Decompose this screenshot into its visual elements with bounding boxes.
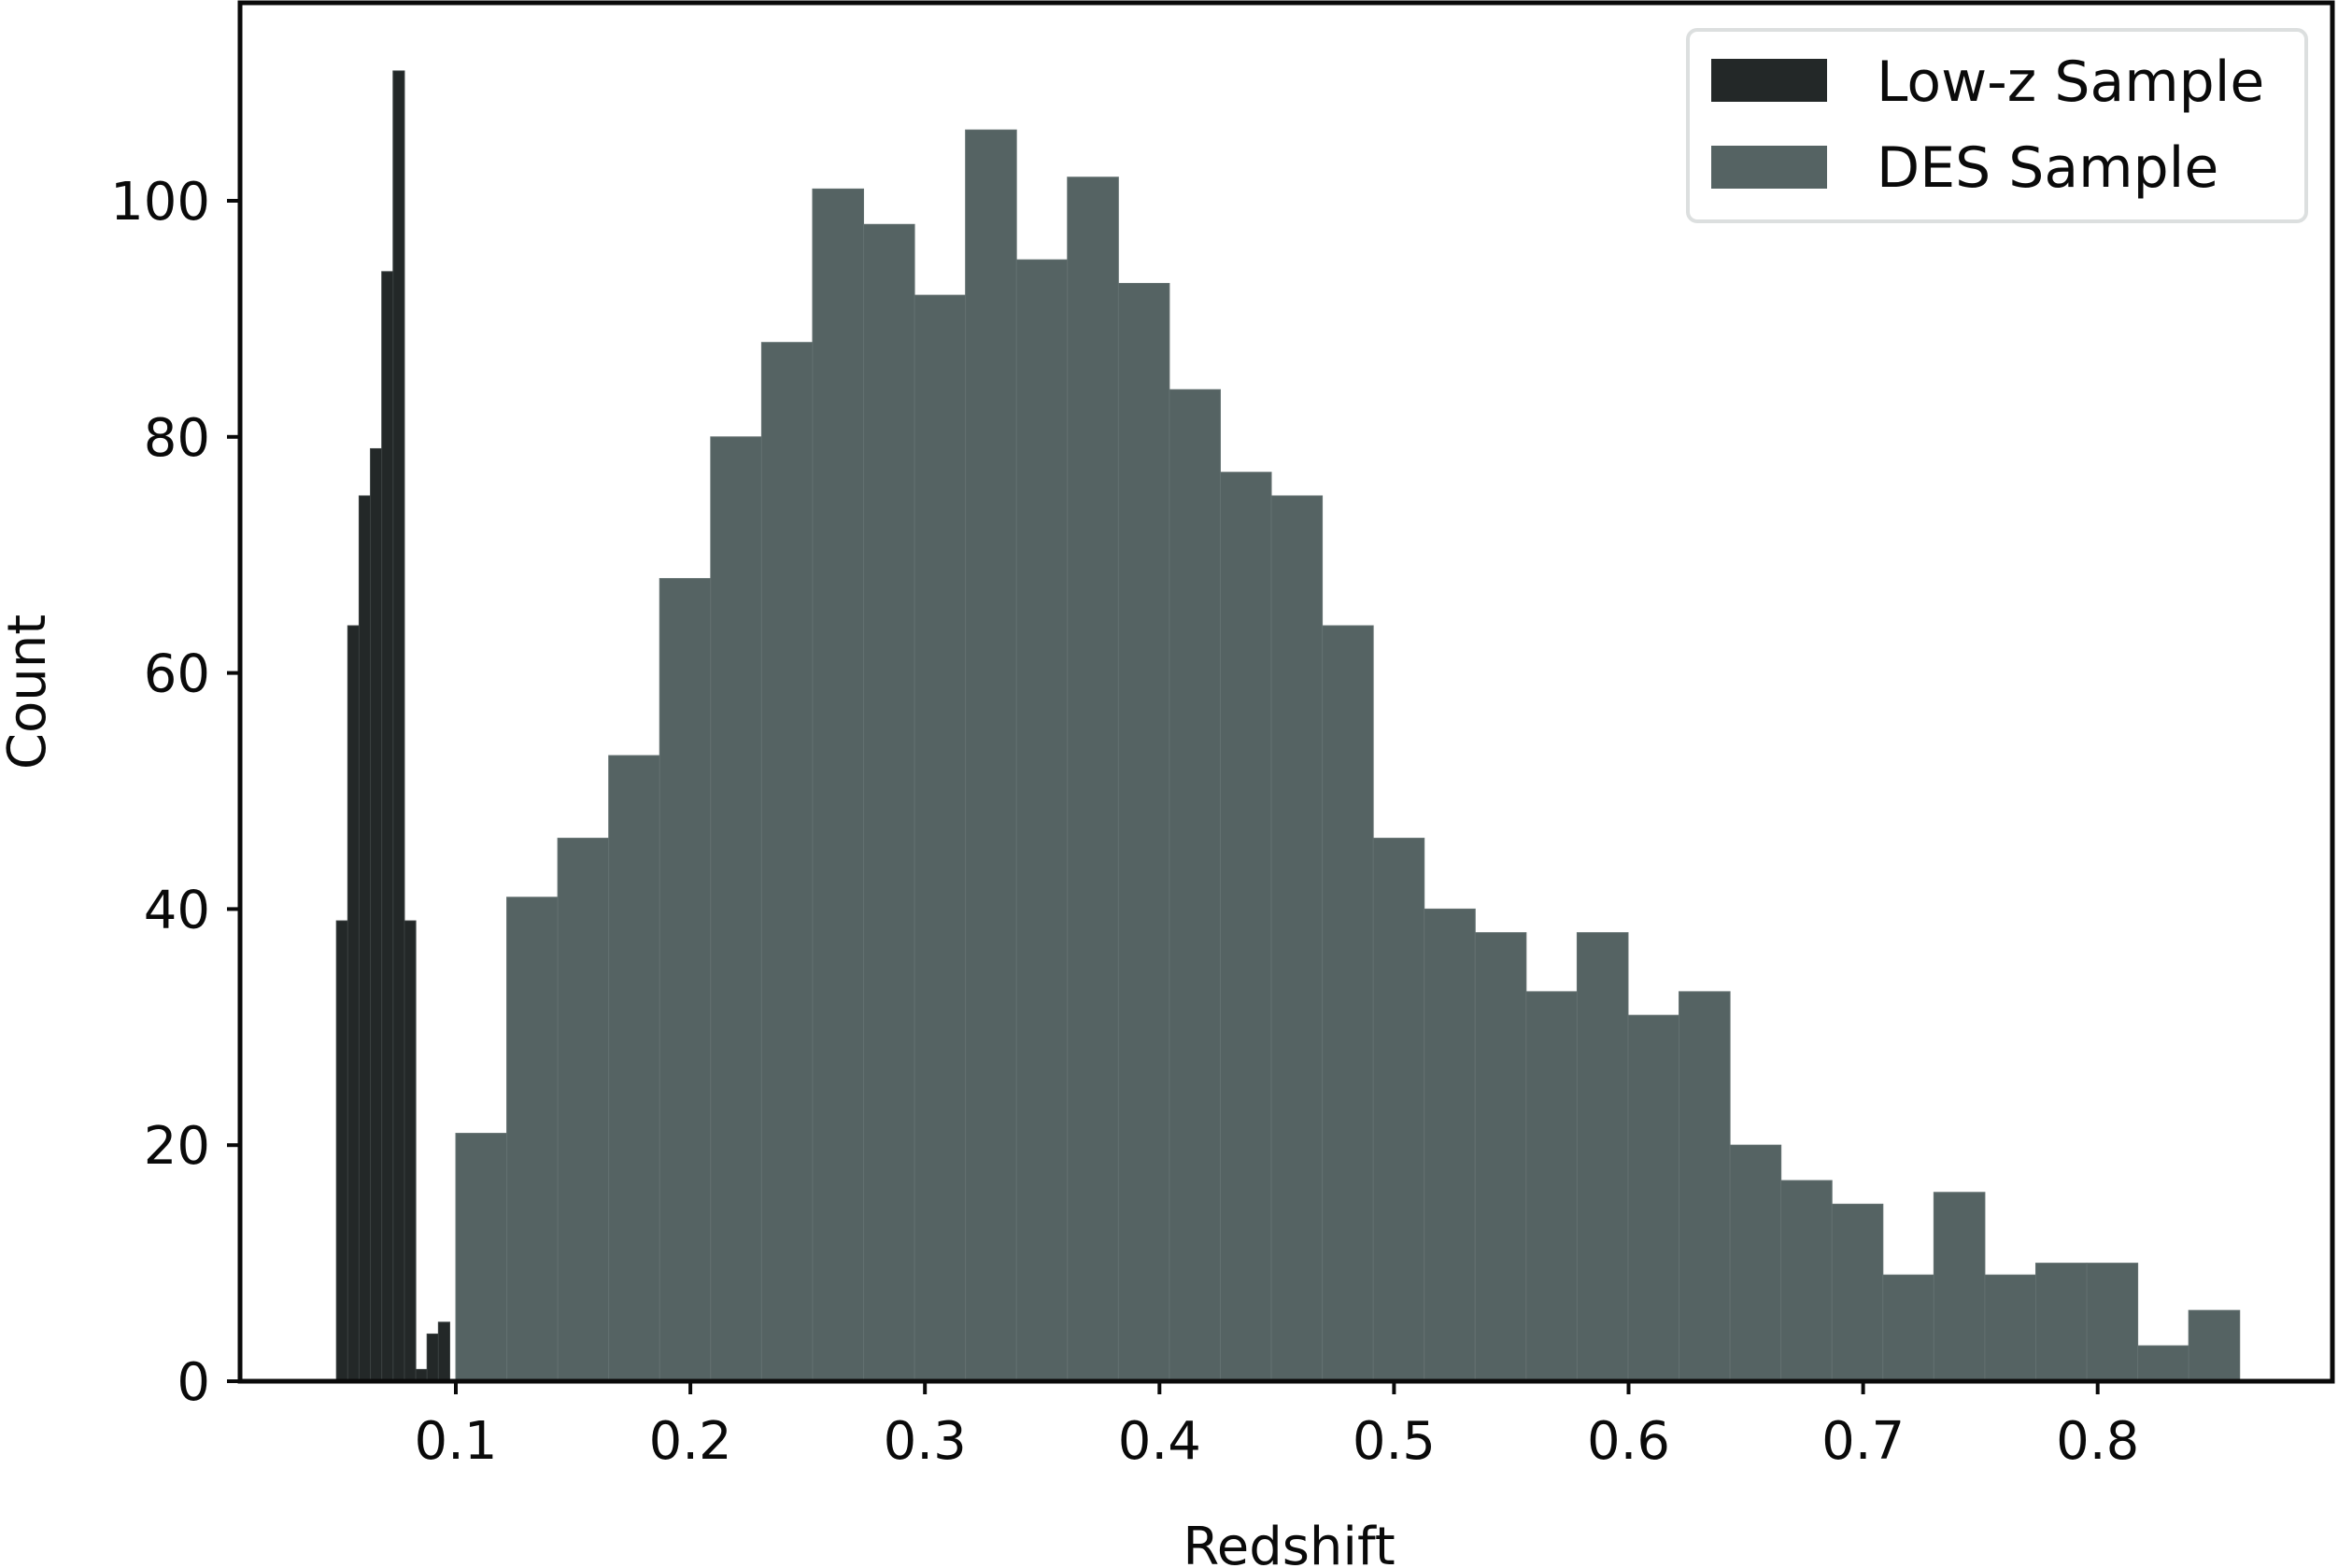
histogram-bar <box>914 294 967 1382</box>
y-tick-label: 80 <box>144 408 210 469</box>
x-axis-ticks: 0.1 0.2 0.3 0.4 0.5 0.6 0.7 0.8 <box>414 1381 2139 1472</box>
histogram-bar <box>506 897 559 1382</box>
histogram-bar <box>426 1333 439 1382</box>
histogram-bar <box>2188 1309 2241 1382</box>
legend-label-des: DES Sample <box>1877 135 2218 201</box>
histogram-bar <box>1576 932 1629 1382</box>
y-axis-ticks: 0 20 40 60 80 100 <box>110 172 240 1413</box>
histogram-bar <box>1270 495 1324 1382</box>
histogram-bar <box>358 495 372 1382</box>
histogram-bar <box>2086 1263 2139 1382</box>
y-axis-label: Count <box>0 614 58 770</box>
histogram-bar <box>710 436 762 1382</box>
x-tick-label: 0.8 <box>2056 1411 2139 1472</box>
histogram-bar <box>404 920 417 1382</box>
histogram-bar <box>812 188 865 1382</box>
histogram-bar <box>557 838 610 1382</box>
histogram-bar <box>1474 932 1527 1382</box>
histogram-bar <box>392 70 405 1382</box>
histogram-bar <box>2137 1345 2189 1382</box>
legend: Low-z Sample DES Sample <box>1686 28 2308 223</box>
histogram-bar <box>1424 908 1476 1382</box>
histogram-bar <box>1219 472 1272 1382</box>
histogram-bar <box>1525 991 1578 1382</box>
plot-frame <box>237 0 2335 1384</box>
x-tick-label: 0.3 <box>884 1411 967 1472</box>
histogram-bar <box>1372 838 1425 1382</box>
histogram-bar <box>863 223 915 1382</box>
histogram-bar <box>1729 1144 1782 1382</box>
histogram-bar <box>1882 1274 1934 1382</box>
histogram-bar <box>347 625 360 1382</box>
histogram-bar <box>2034 1263 2088 1382</box>
histogram-bar <box>335 920 348 1382</box>
histogram-bar <box>1780 1180 1833 1382</box>
x-tick-label: 0.1 <box>414 1411 497 1472</box>
histogram-bar <box>455 1133 508 1382</box>
histogram-bar <box>1117 282 1170 1382</box>
des-sample-bars <box>455 129 2241 1382</box>
x-tick-label: 0.7 <box>1821 1411 1905 1472</box>
histogram-bar <box>1627 1014 1680 1382</box>
histogram-bar <box>1831 1203 1884 1382</box>
y-tick-label: 60 <box>144 644 210 705</box>
histogram-bar <box>1984 1274 2036 1382</box>
histogram-bar <box>437 1321 450 1382</box>
histogram-bar <box>760 342 814 1382</box>
y-tick-label: 0 <box>177 1352 210 1413</box>
y-tick-label: 20 <box>144 1116 210 1177</box>
histogram-bar <box>659 577 712 1382</box>
y-tick-label: 40 <box>144 880 210 940</box>
histogram-bar <box>1322 625 1374 1382</box>
histogram-bar <box>1067 177 1119 1382</box>
x-tick-label: 0.6 <box>1587 1411 1670 1472</box>
histogram-bar <box>370 447 383 1382</box>
histogram-bar <box>1015 259 1069 1382</box>
x-axis-label: Redshift <box>1183 1517 1395 1568</box>
low-z-sample-bars <box>335 70 450 1382</box>
legend-swatch-low-z <box>1711 59 1827 102</box>
x-tick-label: 0.5 <box>1353 1411 1436 1472</box>
x-tick-label: 0.2 <box>649 1411 732 1472</box>
legend-box <box>1686 28 2308 223</box>
legend-label-low-z: Low-z Sample <box>1877 49 2264 115</box>
x-tick-label: 0.4 <box>1118 1411 1201 1472</box>
histogram-bar <box>608 755 660 1382</box>
y-tick-label: 100 <box>110 172 210 233</box>
histogram-bar <box>381 271 394 1382</box>
histogram-bar <box>1933 1192 1986 1382</box>
histogram-bar <box>1169 388 1221 1382</box>
histogram-bar <box>1679 991 1731 1382</box>
histogram-bar <box>965 129 1017 1382</box>
legend-swatch-des <box>1711 146 1827 189</box>
